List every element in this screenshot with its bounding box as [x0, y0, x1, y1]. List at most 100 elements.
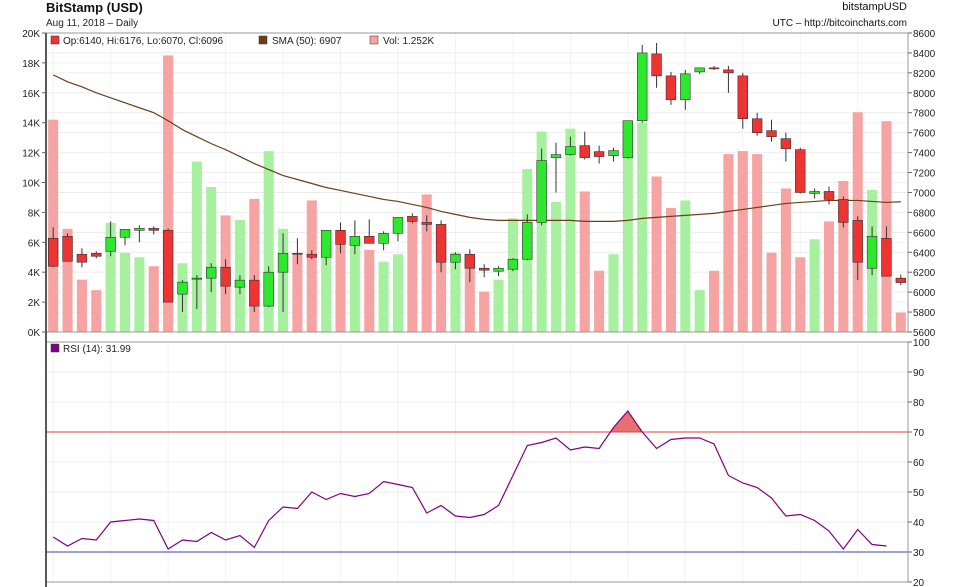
volume-bars	[48, 55, 906, 333]
candle-body	[651, 53, 662, 77]
candle-body	[708, 67, 720, 70]
candle-body	[895, 277, 907, 283]
candle-body	[478, 267, 490, 271]
chart-date: Aug 11, 2018 – Daily	[46, 18, 139, 29]
source-label: UTC – http://bitcoincharts.com	[772, 18, 908, 29]
ohlc-legend-swatch	[50, 35, 60, 45]
rsi-overbought-area	[610, 411, 643, 432]
candle-body	[780, 138, 792, 149]
volume-bar	[766, 252, 777, 332]
price-tick-label: 8400	[913, 49, 936, 60]
volume-bar	[694, 290, 705, 332]
ohlc-legend: Op:6140, Hi:6176, Lo:6070, Cl:6096	[63, 36, 224, 47]
candle-body	[680, 73, 691, 101]
rsi-tick-label: 80	[913, 398, 925, 409]
volume-bar	[321, 234, 332, 332]
volume-bar	[364, 249, 375, 332]
volume-bar	[163, 55, 174, 333]
rsi-line	[52, 410, 887, 550]
candle-body	[47, 238, 59, 267]
volume-tick-label: 6K	[28, 238, 41, 249]
candle-body	[349, 236, 361, 246]
candle-body	[565, 146, 576, 155]
volume-tick-label: 10K	[22, 179, 40, 190]
candle-body	[134, 228, 145, 231]
price-tick-label: 7000	[913, 188, 936, 199]
volume-tick-label: 4K	[28, 268, 41, 279]
candle-body	[751, 118, 763, 133]
sma-legend: SMA (50): 6907	[272, 36, 342, 47]
price-tick-label: 6800	[913, 208, 936, 219]
candle-body	[838, 199, 849, 223]
candle-body	[335, 230, 346, 245]
candle-body	[536, 160, 547, 223]
candle-body	[450, 253, 461, 263]
symbol-label: bitstampUSD	[842, 1, 907, 13]
volume-bar	[550, 201, 562, 332]
price-tick-label: 7600	[913, 129, 936, 140]
rsi-tick-label: 100	[913, 338, 930, 349]
rsi-legend-swatch	[50, 343, 60, 353]
candle-body	[263, 271, 274, 307]
candle-body	[550, 154, 562, 158]
candle-body	[91, 252, 102, 257]
rsi-panel	[46, 410, 908, 553]
volume-bar	[335, 237, 346, 332]
volume-tick-label: 2K	[28, 298, 41, 309]
volume-bar	[378, 261, 389, 332]
rsi-tick-label: 70	[913, 428, 925, 439]
price-tick-label: 6000	[913, 288, 936, 299]
legend: Op:6140, Hi:6176, Lo:6070, Cl:6096 SMA (…	[50, 35, 434, 355]
candle-body	[579, 145, 590, 158]
volume-bar	[392, 254, 404, 332]
vol-legend-swatch	[369, 35, 379, 45]
sma-line	[52, 74, 901, 222]
volume-bar	[723, 154, 734, 332]
volume-bar	[651, 176, 662, 332]
volume-bar	[407, 219, 418, 332]
candle-body	[866, 236, 878, 269]
volume-bar	[608, 254, 619, 332]
price-tick-label: 8000	[913, 89, 936, 100]
volume-bar	[536, 131, 547, 332]
candle-body	[852, 220, 863, 263]
volume-bar	[292, 254, 303, 332]
volume-bar	[206, 186, 217, 332]
candle-body	[766, 130, 777, 137]
candle-body	[206, 266, 217, 279]
grid	[46, 32, 908, 583]
volume-bar	[838, 181, 849, 332]
volume-bar	[436, 236, 447, 332]
rsi-tick-label: 60	[913, 458, 925, 469]
candle-body	[148, 228, 159, 231]
volume-bar	[895, 312, 906, 332]
volume-tick-label: 18K	[22, 59, 40, 70]
volume-bar	[780, 188, 791, 332]
rsi-legend: RSI (14): 31.99	[63, 344, 131, 355]
volume-bar	[119, 252, 131, 332]
volume-tick-label: 12K	[22, 149, 40, 160]
candle-body	[220, 266, 231, 287]
volume-bar	[579, 191, 590, 332]
candle-body	[593, 151, 605, 157]
axes: 5600 5800 6000 6200 6400 6600 6800 7000 7200 7400…	[22, 29, 935, 587]
candle-body	[737, 75, 748, 120]
price-tick-label: 8200	[913, 69, 936, 80]
sma-50-line	[52, 74, 901, 222]
price-tick-label: 7200	[913, 169, 936, 180]
candle-body	[62, 236, 73, 262]
volume-bar	[752, 154, 763, 332]
price-tick-label: 8600	[913, 29, 936, 40]
volume-bar	[148, 266, 159, 332]
volume-bar	[134, 257, 145, 332]
chart-frame	[45, 32, 909, 587]
candle-body	[76, 253, 88, 263]
candle-body	[522, 222, 533, 260]
price-tick-label: 6600	[913, 228, 936, 239]
candle-body	[292, 252, 303, 255]
candle-body	[234, 279, 246, 288]
volume-bar	[249, 198, 260, 332]
candle-body	[464, 253, 476, 269]
volume-bar	[737, 151, 748, 332]
candle-body	[378, 233, 389, 244]
